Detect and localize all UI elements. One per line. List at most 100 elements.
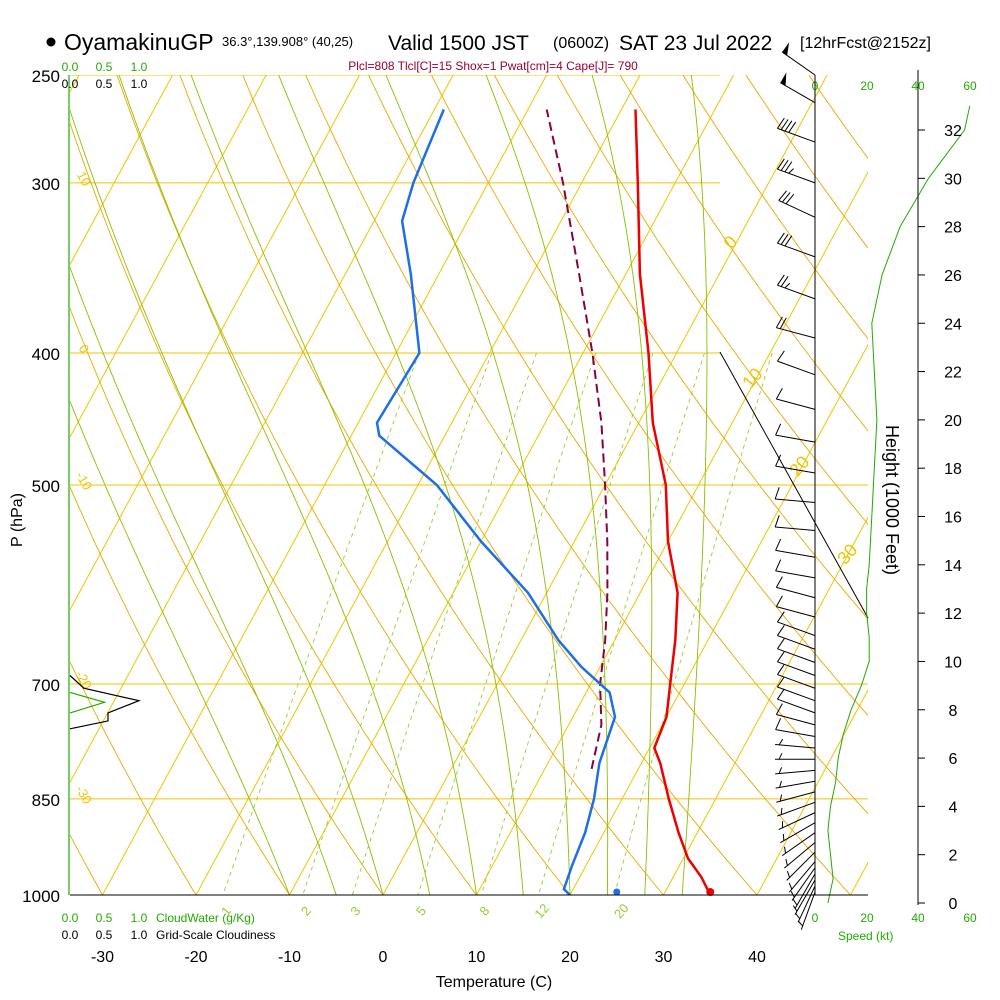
wind-barb-feather xyxy=(775,703,783,715)
x-tick-label: 30 xyxy=(655,949,673,966)
speed-scale-label: 0 xyxy=(812,911,819,925)
header: OyamakinuGP 36.3°,139.908° (40,25) Valid… xyxy=(46,29,931,73)
wind-barb-staff xyxy=(775,729,816,738)
x-tick-label: 40 xyxy=(748,949,766,966)
isotherm-line xyxy=(756,688,868,895)
wind-barb-staff xyxy=(777,674,816,689)
wind-barb-feather xyxy=(775,454,782,467)
wind-panel: 00202040406060Speed (kt) xyxy=(774,42,977,943)
speed-scale-label: 60 xyxy=(963,911,977,925)
wind-barb-feather xyxy=(780,234,789,245)
wind-barb-staff xyxy=(778,812,816,830)
x-axis-title: Temperature (C) xyxy=(436,974,552,991)
x-tick-label: -10 xyxy=(278,949,301,966)
wind-barb xyxy=(781,42,816,76)
wind-barb-staff xyxy=(794,879,816,915)
moist-adiabat-line xyxy=(70,400,290,895)
wind-barb-staff xyxy=(775,526,816,532)
cloudwater-title: CloudWater (g/Kg) xyxy=(156,911,255,925)
wind-barb xyxy=(775,316,816,339)
wind-barb xyxy=(775,753,815,760)
cloudiness-title: Grid-Scale Cloudiness xyxy=(156,928,275,942)
wind-barb-staff xyxy=(777,635,816,650)
wind-barb-feather xyxy=(776,676,785,688)
cloudwater-profile xyxy=(69,691,107,714)
mixing-ratio-label: 5 xyxy=(413,903,429,918)
station-name: OyamakinuGP xyxy=(64,29,214,55)
wind-barb-pennant xyxy=(782,42,790,56)
wind-barb-staff xyxy=(777,698,816,714)
height-tick-label: 14 xyxy=(944,558,962,575)
valid-utc: (0600Z) xyxy=(553,35,609,52)
wind-barb-feather xyxy=(776,611,785,623)
wind-barb-feather xyxy=(776,274,785,286)
wind-barb xyxy=(775,703,816,726)
wind-barb-staff xyxy=(776,791,816,803)
dry-adiabat-line xyxy=(242,75,758,895)
wind-barb xyxy=(774,487,816,503)
wind-barb xyxy=(775,387,816,410)
wind-barb xyxy=(775,718,816,738)
wind-barb-feather xyxy=(775,538,782,551)
wind-barb xyxy=(777,801,816,817)
sounding-traces xyxy=(375,109,715,896)
x-tick-label: -20 xyxy=(184,949,207,966)
wind-barb-feather xyxy=(775,423,782,436)
wind-barb-staff xyxy=(775,434,816,443)
isotherm-line xyxy=(70,75,361,611)
height-tick-label: 32 xyxy=(944,123,962,140)
isotherm-line xyxy=(102,75,548,895)
dry-adiabat-line xyxy=(70,122,477,895)
cloudiness-scale-label: 0.5 xyxy=(96,928,113,942)
moist-adiabat-line xyxy=(70,108,384,895)
surface-temperature-marker xyxy=(706,888,715,896)
speed-title: Speed (kt) xyxy=(838,929,893,943)
moist-adiabat-line xyxy=(70,266,337,895)
dry-adiabat-line xyxy=(368,75,868,815)
mixing-ratio-label: 8 xyxy=(476,903,492,918)
pressure-tick-label: 850 xyxy=(32,791,60,810)
wind-barb-staff xyxy=(775,549,816,558)
speed-scale-label: 40 xyxy=(911,911,925,925)
cloudwater-scale-label: 1.0 xyxy=(131,911,148,925)
wind-barb-feather xyxy=(784,235,793,247)
wind-barb xyxy=(774,515,816,532)
valid-time: Valid 1500 JST xyxy=(388,32,529,55)
dry-adiabat-line xyxy=(556,75,868,525)
frame-edge xyxy=(719,351,869,619)
height-tick-label: 16 xyxy=(944,510,962,527)
wind-barb-feather xyxy=(776,688,785,700)
wind-barb-feather xyxy=(790,891,795,898)
wind-barb-feather xyxy=(786,871,791,878)
wind-barb-staff xyxy=(776,586,816,599)
wind-barb-feather xyxy=(776,651,785,663)
wind-barb-staff xyxy=(797,885,816,923)
wind-barb xyxy=(784,842,816,869)
wind-barb-feather xyxy=(775,316,783,328)
wind-barb xyxy=(776,158,816,184)
moist-adiabat-line xyxy=(278,75,524,895)
valid-date: SAT 23 Jul 2022 xyxy=(619,32,772,55)
wind-barb xyxy=(775,576,816,599)
wind-barb-feather xyxy=(780,276,789,287)
wind-barb-feather xyxy=(776,232,785,244)
mixing-ratio-line xyxy=(417,352,597,895)
dry-adiabat-line xyxy=(179,75,664,895)
wind-barb-feather xyxy=(775,595,783,607)
wind-barb xyxy=(788,861,816,893)
cloudwater-scale-label: 0.5 xyxy=(96,60,113,74)
temperature-trace xyxy=(634,109,712,895)
wind-barb xyxy=(775,538,816,558)
wind-barb-staff xyxy=(776,606,816,618)
wind-barb-feather xyxy=(779,317,787,329)
height-tick-label: 26 xyxy=(944,268,962,285)
wind-barb-feather xyxy=(775,559,782,572)
wind-barb-feather xyxy=(774,515,780,528)
wind-barb-feather xyxy=(788,882,793,890)
wind-barb-feather xyxy=(785,193,795,205)
isotherm-line xyxy=(70,75,174,266)
wind-barb xyxy=(776,350,816,376)
wind-barb-feather xyxy=(776,625,785,636)
parcel-trace xyxy=(545,109,609,770)
